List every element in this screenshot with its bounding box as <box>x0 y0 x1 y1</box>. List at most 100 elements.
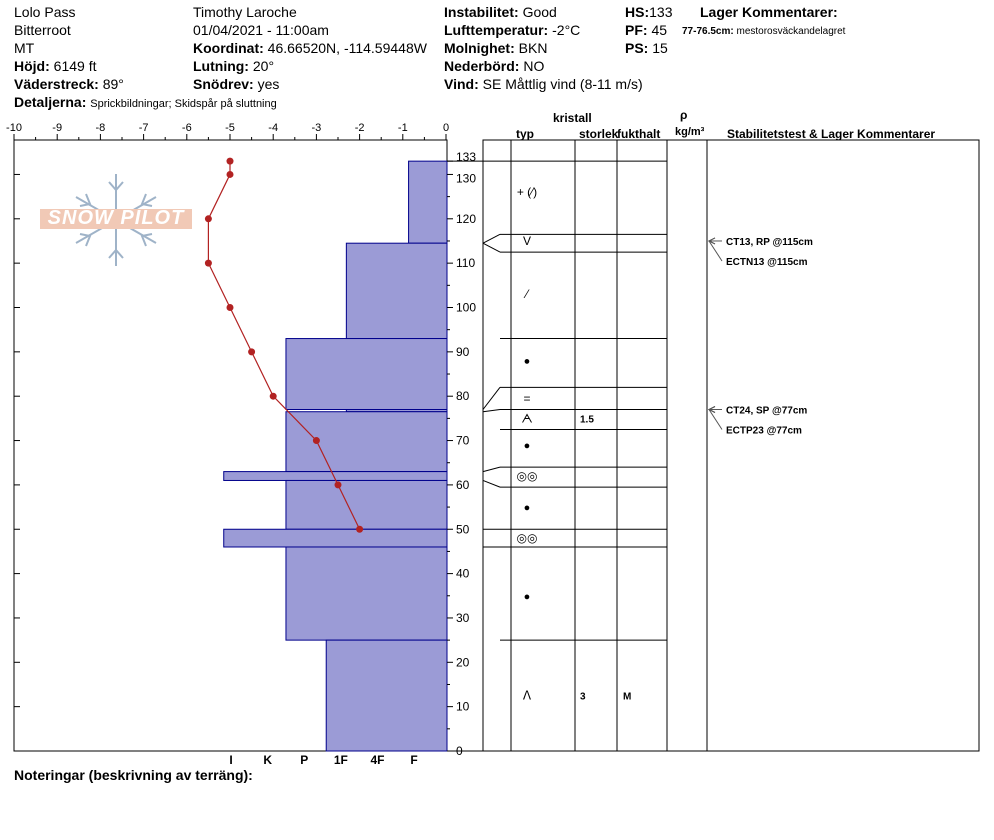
ps-label: PS: <box>625 40 649 56</box>
layer-connector-3 <box>482 409 501 413</box>
coord-value: 46.66520N, -114.59448W <box>267 40 427 56</box>
layer-comments-title: Lager Kommentarer: <box>700 4 838 20</box>
slope: Lutning: 20° <box>193 58 274 74</box>
layer-connector-2 <box>482 387 501 410</box>
layer-connector-1 <box>482 242 501 253</box>
test-arrow-1 <box>708 240 723 262</box>
crystal-symbol-2: ⁄ <box>523 287 530 301</box>
airtemp-label: Lufttemperatur: <box>444 22 549 38</box>
drift: Snödrev: yes <box>193 76 279 92</box>
elevation-value: 6149 ft <box>53 58 97 74</box>
temperature-point-8 <box>334 481 342 489</box>
notes-label: Noteringar (beskrivning av terräng): <box>14 767 253 783</box>
layer-connector-4 <box>482 466 501 473</box>
temperature-point-2 <box>204 215 212 223</box>
test-arrow-3 <box>708 409 723 430</box>
temperature-point-6 <box>269 392 277 400</box>
crystal-size-11: 3 <box>580 692 586 703</box>
crystal-symbol-10: ● <box>524 591 531 603</box>
stability-value: Good <box>522 4 557 20</box>
stability-test-1: ECTN13 @115cm <box>726 257 808 268</box>
temperature-point-3 <box>204 259 212 267</box>
hardness-layer-4 <box>285 411 448 473</box>
height-tick-label-14: 133 <box>456 150 476 164</box>
height-tick-label-10: 100 <box>456 301 476 315</box>
hs-label: HS: <box>625 4 650 20</box>
precip-label: Nederbörd: <box>444 58 520 74</box>
crystal-symbol-4: = <box>523 391 530 405</box>
temp-tick-label-0: -10 <box>6 122 22 134</box>
crystal-symbol-9: ◎◎ <box>517 531 538 545</box>
temp-tick-label-9: -1 <box>398 122 408 134</box>
details: Detaljerna: Sprickbildningar; Skidspår p… <box>14 94 277 112</box>
hardness-layer-2 <box>285 338 448 411</box>
height-tick-label-7: 70 <box>456 434 470 448</box>
hardness-tick-label-1: K <box>263 753 272 767</box>
details-value: Sprickbildningar; Skidspår på sluttning <box>90 98 277 110</box>
aspect-value: 89° <box>102 76 124 92</box>
precip-value: NO <box>523 58 545 74</box>
snow-pilot-logo: SNOW PILOT <box>38 170 194 270</box>
hardness-tick-label-3: 1F <box>334 753 348 767</box>
temp-tick-label-4: -6 <box>182 122 192 134</box>
drift-label: Snödrev: <box>193 76 254 92</box>
slope-value: 20° <box>252 58 275 74</box>
hardness-layer-9 <box>325 639 448 752</box>
sky-value: BKN <box>518 40 548 56</box>
temp-tick-label-10: 0 <box>443 122 449 134</box>
ps-value: 15 <box>652 40 668 56</box>
height-tick-label-11: 110 <box>456 256 475 270</box>
temperature-point-1 <box>226 170 234 178</box>
height-tick-label-13: 130 <box>456 171 476 185</box>
wind: Vind: SE Måttlig vind (8-11 m/s) <box>444 76 643 92</box>
height-tick-label-8: 80 <box>456 389 470 403</box>
pf: PF: 45 <box>625 22 667 38</box>
hs-value: 133 <box>649 4 673 20</box>
crystal-symbol-3: ● <box>524 356 531 368</box>
hardness-layer-1 <box>345 242 448 340</box>
sky-cover: Molnighet: BKN <box>444 40 547 56</box>
height-tick-label-4: 40 <box>456 567 470 581</box>
height-tick-label-2: 20 <box>456 655 470 669</box>
hardness-layer-6 <box>285 479 448 530</box>
logo-band <box>40 209 192 229</box>
coordinates: Koordinat: 46.66520N, -114.59448W <box>193 40 427 56</box>
crystal-size-5: 1.5 <box>580 414 594 425</box>
hardness-layer-7 <box>223 528 448 548</box>
crystal-symbol-0: + (⁄) <box>517 185 537 199</box>
temp-tick-label-5: -5 <box>225 122 235 134</box>
state-name: MT <box>14 40 35 56</box>
crystal-symbol-8: ● <box>524 502 531 514</box>
slope-label: Lutning: <box>193 58 249 74</box>
hardness-tick-label-2: P <box>300 753 308 767</box>
layer-comment: 77-76.5cm: mestorosväckandelagret <box>682 24 845 40</box>
height-tick-label-3: 30 <box>456 611 470 625</box>
layer-connector-5 <box>482 479 501 488</box>
crystal-symbol-1: V <box>523 234 531 248</box>
range-name: Bitterroot <box>14 22 71 38</box>
crystal-symbol-6: ● <box>524 440 531 452</box>
stability: Instabilitet: Good <box>444 4 557 20</box>
hardness-tick-label-4: 4F <box>370 753 384 767</box>
location-name: Lolo Pass <box>14 4 76 20</box>
stability-label: Instabilitet: <box>444 4 519 20</box>
header-typ: typ <box>516 127 534 141</box>
stability-test-3: ECTP23 @77cm <box>726 426 802 437</box>
temp-tick-label-6: -4 <box>268 122 278 134</box>
aspect-label: Väderstreck: <box>14 76 99 92</box>
crystal-symbol-5: ᗅ <box>521 411 532 425</box>
observation-datetime: 01/04/2021 - 11:00am <box>193 22 329 38</box>
crystal-symbol-7: ◎◎ <box>517 469 538 483</box>
air-temperature: Lufttemperatur: -2°C <box>444 22 580 38</box>
stability-test-2: CT24, SP @77cm <box>726 406 807 417</box>
coord-label: Koordinat: <box>193 40 264 56</box>
header-comments: Stabilitetstest & Lager Kommentarer <box>727 127 936 141</box>
height-tick-label-1: 10 <box>456 700 470 714</box>
height-tick-label-5: 50 <box>456 522 470 536</box>
airtemp-value: -2°C <box>552 22 581 38</box>
ps: PS: 15 <box>625 40 668 56</box>
test-arrow-head-3 <box>707 406 716 413</box>
pf-label: PF: <box>625 22 648 38</box>
hardness-tick-label-5: F <box>410 753 417 767</box>
temp-tick-label-8: -2 <box>355 122 365 134</box>
